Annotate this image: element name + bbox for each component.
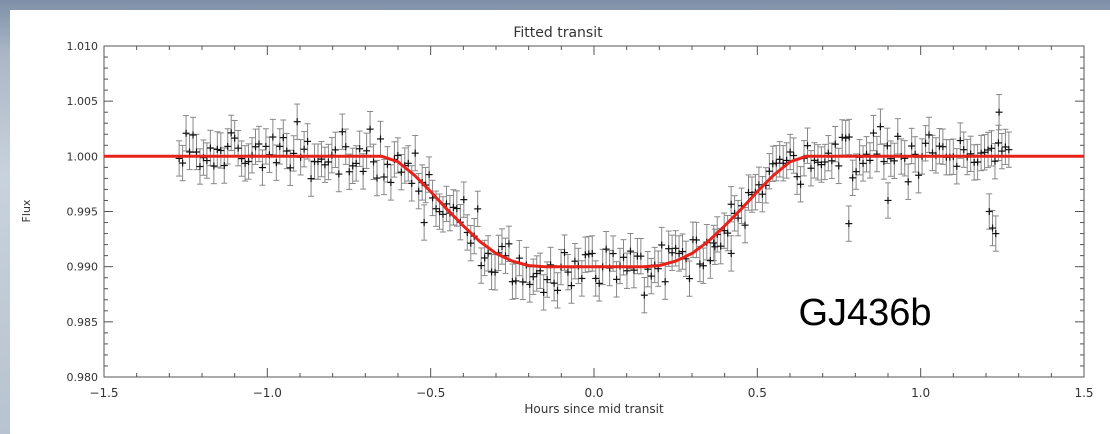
y-tick-label: 1.010	[67, 40, 99, 53]
chart-panel: Fitted transit −1.5 −1.0 −0.5 0.0 0.5 1.0 1.5 0…	[10, 10, 1110, 434]
x-tick-label: 0.0	[584, 386, 603, 400]
x-axis-label: Hours since mid transit	[524, 402, 664, 416]
x-tick-label: 0.5	[748, 386, 767, 400]
axis-ticks: −1.5 −1.0 −0.5 0.0 0.5 1.0 1.5 0.980 0.985 0.990 0…	[67, 40, 1094, 400]
y-tick-label: 1.005	[67, 95, 99, 108]
x-tick-label: −1.0	[253, 386, 282, 400]
planet-annotation: GJ436b	[798, 292, 931, 334]
y-axis-label: Flux	[20, 199, 33, 222]
chart: Fitted transit −1.5 −1.0 −0.5 0.0 0.5 1.0 1.5 0…	[20, 25, 1094, 416]
y-tick-label: 0.990	[67, 261, 99, 274]
chart-title: Fitted transit	[513, 25, 603, 41]
x-tick-label: 1.5	[1074, 386, 1093, 400]
x-tick-label: 1.0	[911, 386, 930, 400]
x-tick-label: −0.5	[416, 386, 445, 400]
error-bars	[176, 94, 1012, 314]
y-tick-label: 1.000	[67, 150, 99, 163]
plot-frame	[103, 45, 1085, 378]
x-tick-label: −1.5	[89, 386, 118, 400]
y-tick-label: 0.980	[67, 371, 99, 384]
y-tick-label: 0.985	[67, 316, 99, 329]
fit-curve	[104, 154, 1084, 269]
data-points	[175, 108, 1013, 299]
y-tick-label: 0.995	[67, 206, 99, 219]
